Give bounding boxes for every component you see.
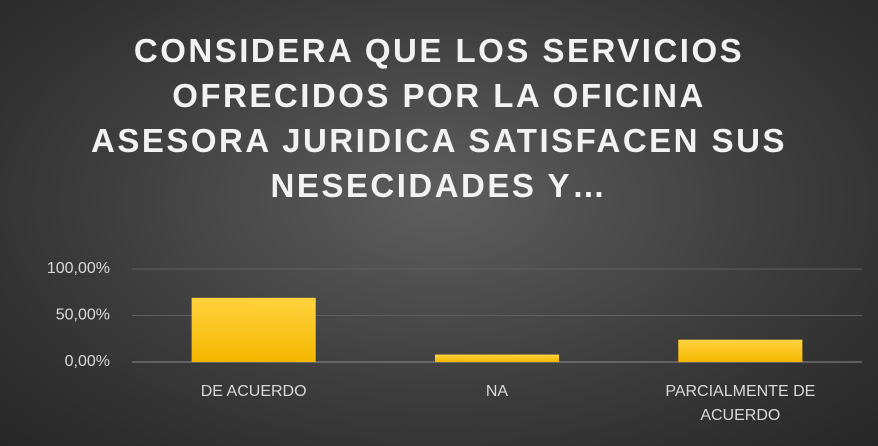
y-tick-label: 50,00% xyxy=(56,307,110,324)
bar xyxy=(678,339,803,362)
chart-title: CONSIDERA QUE LOS SERVICIOS OFRECIDOS PO… xyxy=(90,32,788,204)
bar xyxy=(434,354,560,362)
x-tick-label: DE ACUERDO xyxy=(200,383,307,400)
x-tick-label: PARCIALMENTE DE ACUERDO xyxy=(665,383,816,424)
y-tick-label: 100,00% xyxy=(47,260,110,277)
y-tick-label: 0,00% xyxy=(65,353,110,370)
x-tick-label: NA xyxy=(485,383,509,400)
bar xyxy=(191,297,316,362)
